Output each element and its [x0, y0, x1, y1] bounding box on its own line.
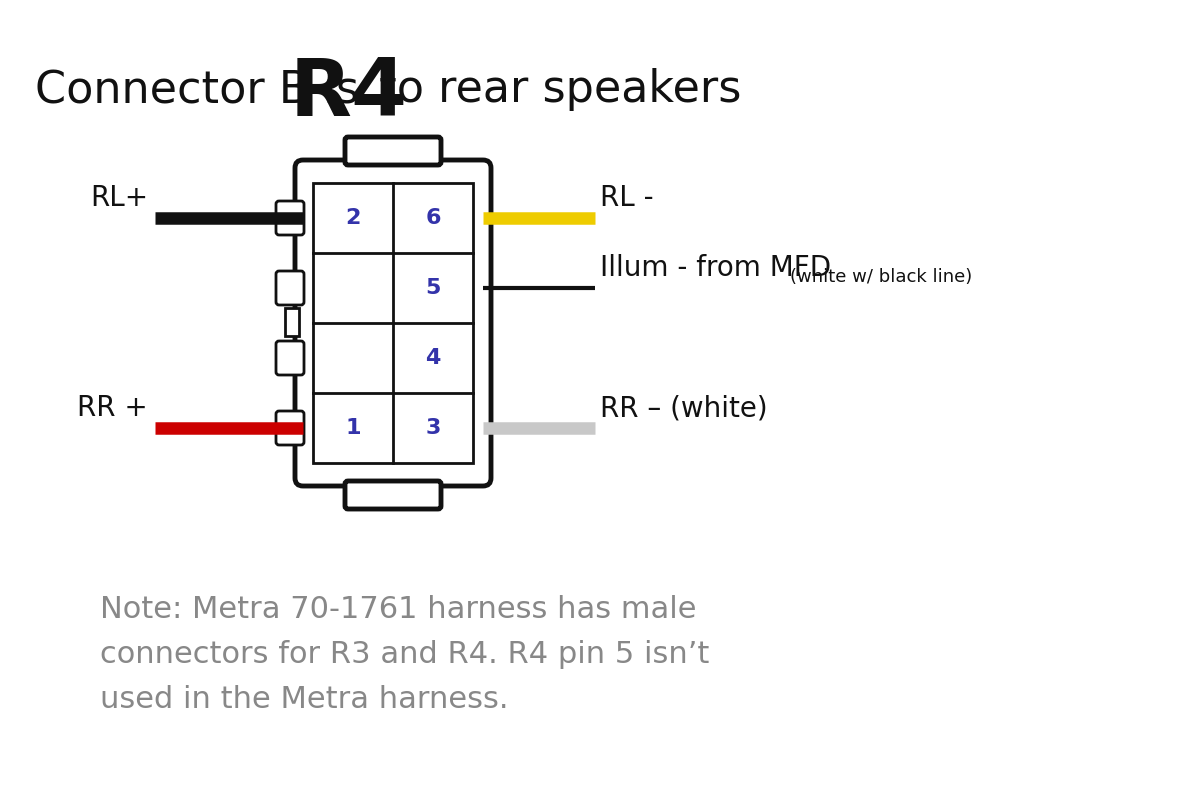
Text: R4: R4 [290, 55, 408, 133]
Bar [313, 183, 473, 463]
Text: to rear speakers: to rear speakers [365, 68, 742, 111]
FancyBboxPatch shape [295, 160, 491, 486]
Text: 2: 2 [346, 208, 361, 228]
FancyBboxPatch shape [346, 137, 442, 165]
Text: RR – (white): RR – (white) [600, 394, 768, 422]
FancyBboxPatch shape [346, 481, 442, 509]
Bar [286, 308, 299, 336]
Text: Connector B is: Connector B is [35, 68, 373, 111]
Text: 1: 1 [346, 418, 361, 438]
Text: 6: 6 [425, 208, 440, 228]
FancyBboxPatch shape [276, 411, 304, 445]
FancyBboxPatch shape [276, 271, 304, 305]
Text: (white w/ black line): (white w/ black line) [790, 268, 972, 286]
Text: Note: Metra 70-1761 harness has male
connectors for R3 and R4. R4 pin 5 isn’t
us: Note: Metra 70-1761 harness has male con… [100, 595, 709, 714]
Text: 4: 4 [425, 348, 440, 368]
FancyBboxPatch shape [276, 341, 304, 375]
Text: RL+: RL+ [90, 184, 148, 212]
Text: 5: 5 [425, 278, 440, 298]
Text: 3: 3 [425, 418, 440, 438]
FancyBboxPatch shape [276, 201, 304, 235]
Text: RR +: RR + [77, 394, 148, 422]
Text: RL -: RL - [600, 184, 654, 212]
Text: Illum - from MFD: Illum - from MFD [600, 254, 832, 282]
